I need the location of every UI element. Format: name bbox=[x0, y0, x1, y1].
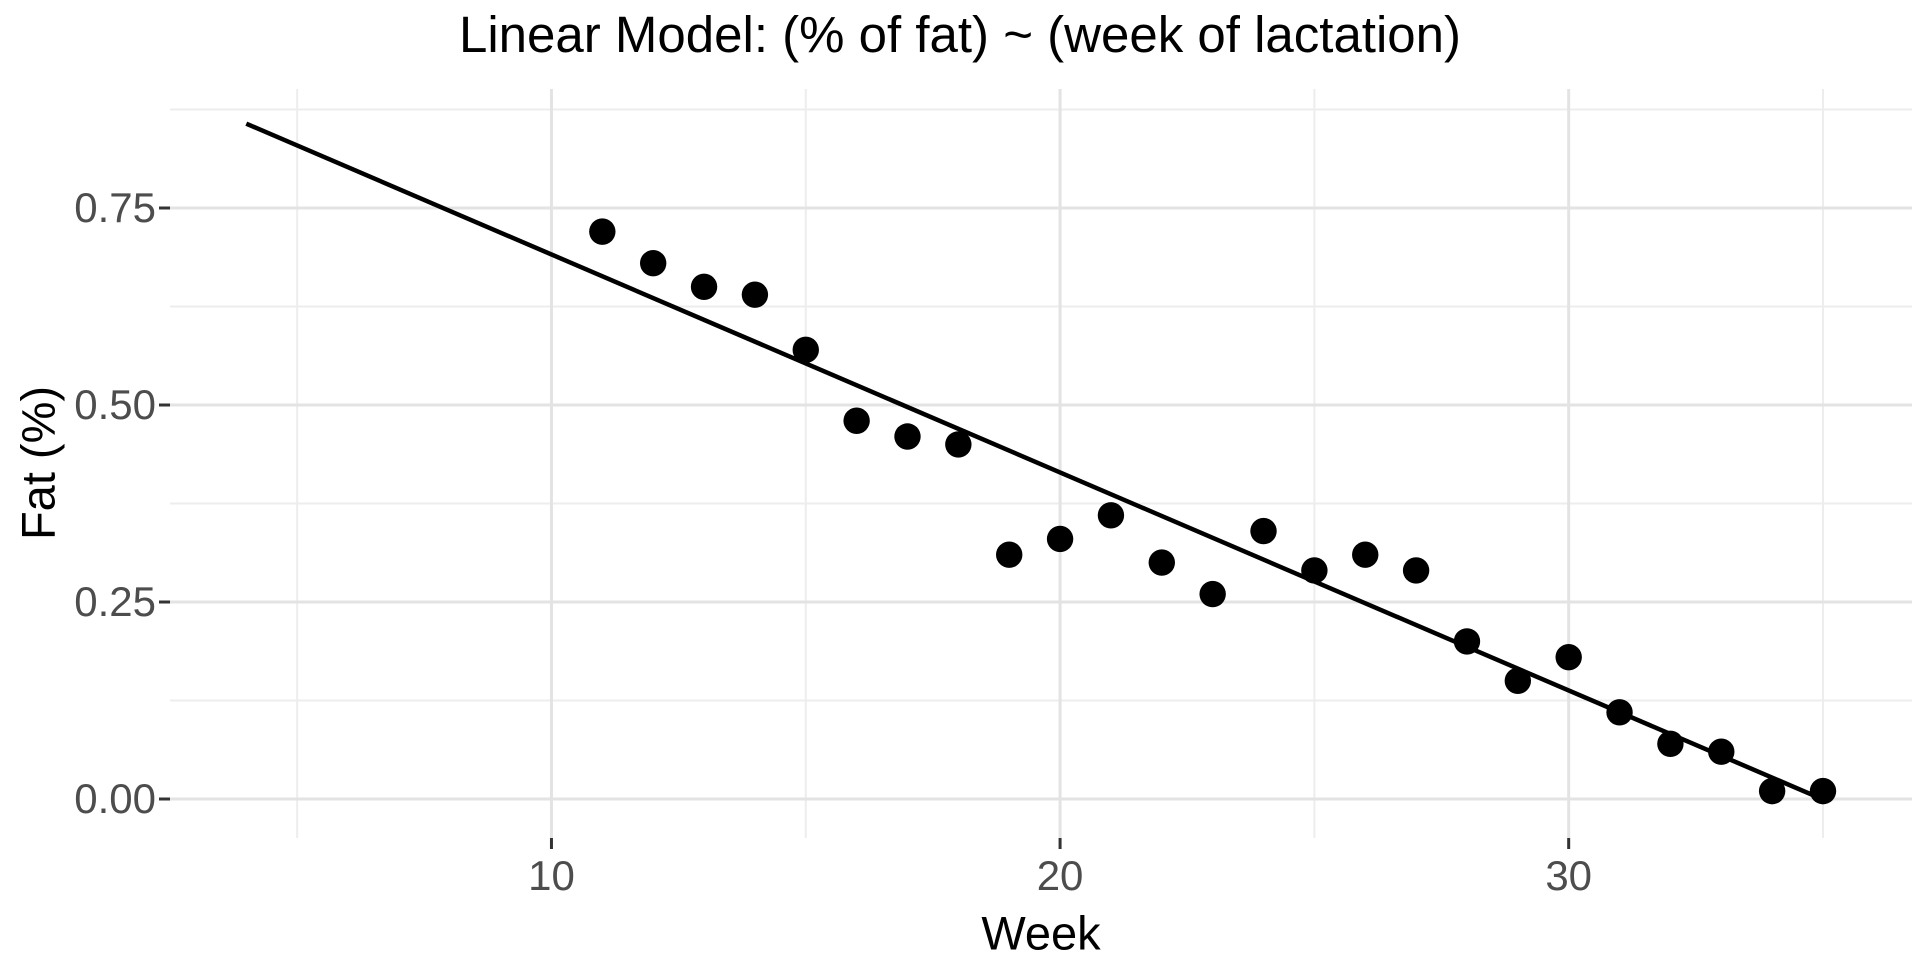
data-point bbox=[1301, 557, 1328, 584]
x-tick-label: 30 bbox=[1545, 852, 1593, 899]
data-point bbox=[1352, 541, 1379, 568]
data-point bbox=[1504, 667, 1532, 694]
data-point bbox=[1046, 525, 1074, 553]
data-point bbox=[1809, 777, 1837, 805]
x-tick-label: 10 bbox=[528, 852, 575, 899]
y-tick-label: 0.25 bbox=[74, 577, 156, 625]
data-point bbox=[843, 407, 870, 434]
regression-line bbox=[245, 121, 1814, 798]
x-axis-title: Week bbox=[981, 906, 1101, 960]
data-point bbox=[792, 336, 819, 364]
data-point bbox=[1148, 549, 1175, 576]
data-point bbox=[1402, 557, 1430, 584]
data-point bbox=[1199, 580, 1226, 608]
data-point bbox=[1708, 738, 1735, 765]
data-point bbox=[894, 423, 921, 450]
data-point bbox=[996, 541, 1023, 568]
data-point bbox=[1606, 699, 1633, 726]
data-point bbox=[1453, 628, 1481, 655]
data-point bbox=[690, 273, 718, 300]
data-point bbox=[639, 249, 667, 277]
data-point bbox=[1250, 517, 1277, 545]
data-point bbox=[1758, 777, 1786, 805]
y-tick-label: 0.00 bbox=[74, 774, 156, 822]
data-point bbox=[589, 218, 616, 245]
y-tick-label: 0.50 bbox=[74, 380, 156, 428]
data-point bbox=[1555, 643, 1582, 671]
data-point bbox=[741, 281, 769, 308]
data-point bbox=[1097, 502, 1125, 529]
chart-title: Linear Model: (% of fat) ~ (week of lact… bbox=[458, 6, 1462, 63]
data-point bbox=[945, 431, 972, 458]
x-tick-label: 20 bbox=[1036, 852, 1084, 899]
y-tick-label: 0.75 bbox=[74, 183, 156, 231]
data-point bbox=[1657, 730, 1684, 758]
